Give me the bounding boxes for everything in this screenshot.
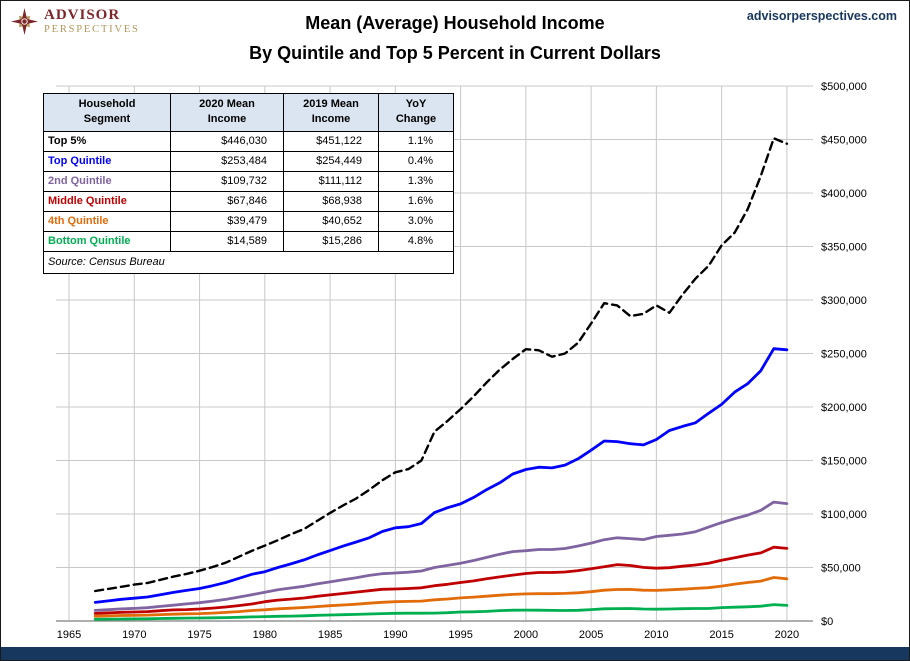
x-axis-tick-label: 1970 — [122, 629, 146, 641]
x-axis-tick-label: 1990 — [383, 629, 407, 641]
income-2019-value: $68,938 — [283, 190, 379, 212]
site-link[interactable]: advisorperspectives.com — [746, 9, 897, 23]
table-row: 2nd Quintile $109,732 $111,112 1.3% — [43, 170, 454, 192]
income-2020-value: $253,484 — [170, 150, 284, 172]
y-axis-tick-label: $200,000 — [821, 402, 867, 414]
chart-title-line2: By Quintile and Top 5 Percent in Current… — [249, 42, 661, 63]
table-row: Top 5% $446,030 $451,122 1.1% — [43, 130, 454, 152]
table-row: Top Quintile $253,484 $254,449 0.4% — [43, 150, 454, 172]
x-axis-tick-label: 2005 — [579, 629, 603, 641]
income-2020-value: $67,846 — [170, 190, 284, 212]
segment-label: 4th Quintile — [43, 210, 171, 232]
y-axis-tick-label: $0 — [821, 616, 833, 628]
income-2020-value: $446,030 — [170, 130, 284, 152]
series-line-2nd-quintile — [93, 500, 789, 612]
income-chart: $0 $50,000 $100,000 $150,000 $200,000 $250,00… — [56, 81, 867, 641]
yoy-change-value: 0.4% — [378, 150, 454, 172]
table-header-cell: 2019 Mean Income — [283, 93, 379, 132]
y-axis-tick-label: $250,000 — [821, 349, 867, 361]
y-axis-tick-label: $500,000 — [821, 81, 867, 93]
yoy-change-value: 1.3% — [378, 170, 454, 192]
income-2019-value: $111,112 — [283, 170, 379, 192]
x-axis-tick-label: 2020 — [775, 629, 799, 641]
x-axis-tick-label: 1995 — [448, 629, 472, 641]
x-axis-tick-label: 1985 — [318, 629, 342, 641]
segment-label: Middle Quintile — [43, 190, 171, 212]
chart-title: Mean (Average) Household Income By Quint… — [171, 9, 739, 68]
segment-label: Top 5% — [43, 130, 171, 152]
income-2019-value: $15,286 — [283, 230, 379, 252]
source-note: Source: Census Bureau — [43, 250, 454, 274]
series-line-top-quintile — [93, 347, 789, 604]
y-axis-tick-label: $300,000 — [821, 295, 867, 307]
table-header-cell: YoY Change — [378, 93, 454, 132]
footer-bar — [1, 647, 909, 660]
y-axis-tick-label: $100,000 — [821, 509, 867, 521]
yoy-change-value: 3.0% — [378, 210, 454, 232]
table-header-cell: Household Segment — [43, 93, 171, 132]
y-axis-tick-label: $50,000 — [821, 563, 861, 575]
x-axis-tick-label: 1965 — [57, 629, 81, 641]
y-axis-tick-label: $400,000 — [821, 188, 867, 200]
segment-label: Bottom Quintile — [43, 230, 171, 252]
income-2019-value: $40,652 — [283, 210, 379, 232]
segment-label: Top Quintile — [43, 150, 171, 172]
table-row: Bottom Quintile $14,589 $15,286 4.8% — [43, 230, 454, 252]
x-axis-tick-label: 2010 — [644, 629, 668, 641]
logo-line1: ADVISOR — [44, 7, 121, 23]
x-axis-tick-label: 2015 — [709, 629, 733, 641]
table-row: Middle Quintile $67,846 $68,938 1.6% — [43, 190, 454, 212]
income-2020-value: $109,732 — [170, 170, 284, 192]
income-summary-table: Household Segment 2020 Mean Income 2019 Me… — [43, 93, 454, 274]
segment-label: 2nd Quintile — [43, 170, 171, 192]
logo-line2: PERSPECTIVES — [44, 23, 140, 35]
table-source-row: Source: Census Bureau — [43, 250, 454, 274]
yoy-change-value: 1.6% — [378, 190, 454, 212]
yoy-change-value: 1.1% — [378, 130, 454, 152]
y-axis-tick-label: $350,000 — [821, 242, 867, 254]
income-2020-value: $14,589 — [170, 230, 284, 252]
series-line-middle-quintile — [93, 545, 789, 615]
series-line-4th-quintile — [93, 576, 789, 618]
y-axis-tick-label: $450,000 — [821, 135, 867, 147]
x-axis-tick-label: 1980 — [253, 629, 277, 641]
yoy-change-value: 4.8% — [378, 230, 454, 252]
income-2019-value: $451,122 — [283, 130, 379, 152]
table-header-row: Household Segment 2020 Mean Income 2019 Me… — [43, 93, 454, 132]
chart-title-line1: Mean (Average) Household Income — [305, 13, 605, 33]
table-header-cell: 2020 Mean Income — [170, 93, 284, 132]
x-axis-tick-label: 2000 — [514, 629, 538, 641]
income-2020-value: $39,479 — [170, 210, 284, 232]
x-axis-tick-label: 1975 — [187, 629, 211, 641]
logo-text: ADVISOR PERSPECTIVES — [44, 7, 140, 36]
advisor-perspectives-logo: ADVISOR PERSPECTIVES — [11, 7, 140, 36]
compass-icon — [11, 8, 38, 35]
income-2019-value: $254,449 — [283, 150, 379, 172]
series-line-top-5- — [93, 137, 789, 593]
table-row: 4th Quintile $39,479 $40,652 3.0% — [43, 210, 454, 232]
series-line-bottom-quintile — [93, 603, 789, 621]
y-axis-tick-label: $150,000 — [821, 456, 867, 468]
